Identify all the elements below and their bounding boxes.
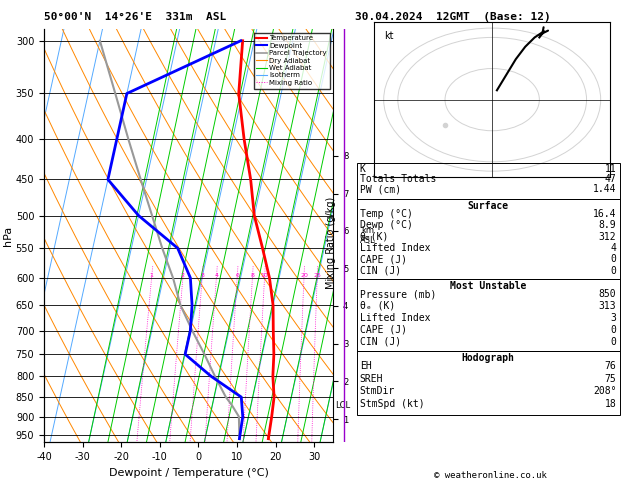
Text: 16.4: 16.4	[593, 209, 616, 219]
Text: © weatheronline.co.uk: © weatheronline.co.uk	[434, 471, 547, 480]
Text: Surface: Surface	[467, 201, 509, 210]
Text: 10: 10	[260, 273, 269, 278]
Text: Lifted Index: Lifted Index	[360, 313, 430, 323]
Text: kt: kt	[384, 31, 393, 41]
Text: 3: 3	[611, 313, 616, 323]
Text: 313: 313	[599, 301, 616, 311]
Text: SREH: SREH	[360, 374, 383, 384]
X-axis label: Dewpoint / Temperature (°C): Dewpoint / Temperature (°C)	[109, 468, 269, 478]
Text: 8: 8	[250, 273, 254, 278]
Text: 208°: 208°	[593, 386, 616, 397]
Text: CIN (J): CIN (J)	[360, 337, 401, 347]
Text: 20: 20	[300, 273, 308, 278]
Text: 75: 75	[604, 374, 616, 384]
Text: 0: 0	[611, 337, 616, 347]
Text: 1.44: 1.44	[593, 184, 616, 194]
Text: 4: 4	[611, 243, 616, 253]
Text: Pressure (mb): Pressure (mb)	[360, 289, 436, 299]
Text: 850: 850	[599, 289, 616, 299]
Text: Dewp (°C): Dewp (°C)	[360, 220, 413, 230]
Bar	[357, 163, 620, 199]
Text: 2: 2	[181, 273, 185, 278]
Text: StmDir: StmDir	[360, 386, 395, 397]
Text: 0: 0	[611, 265, 616, 276]
Text: 0: 0	[611, 254, 616, 264]
Text: 1: 1	[150, 273, 153, 278]
Text: Lifted Index: Lifted Index	[360, 243, 430, 253]
Text: 3: 3	[200, 273, 204, 278]
Text: 312: 312	[599, 231, 616, 242]
Text: 18: 18	[604, 399, 616, 409]
Bar	[357, 351, 620, 415]
Text: Hodograph: Hodograph	[462, 353, 515, 363]
Text: Temp (°C): Temp (°C)	[360, 209, 413, 219]
Text: K: K	[360, 164, 365, 174]
Text: PW (cm): PW (cm)	[360, 184, 401, 194]
Text: Most Unstable: Most Unstable	[450, 281, 526, 291]
Text: 76: 76	[604, 361, 616, 371]
Text: 8.9: 8.9	[599, 220, 616, 230]
Text: 6: 6	[235, 273, 239, 278]
Text: Totals Totals: Totals Totals	[360, 174, 436, 184]
Text: θₑ (K): θₑ (K)	[360, 301, 395, 311]
Bar	[357, 199, 620, 279]
Text: EH: EH	[360, 361, 372, 371]
Text: 47: 47	[604, 174, 616, 184]
Text: LCL: LCL	[335, 400, 350, 410]
Text: 25: 25	[313, 273, 321, 278]
Text: CIN (J): CIN (J)	[360, 265, 401, 276]
Y-axis label: hPa: hPa	[3, 226, 13, 246]
Text: 50°00'N  14°26'E  331m  ASL: 50°00'N 14°26'E 331m ASL	[44, 12, 226, 22]
Legend: Temperature, Dewpoint, Parcel Trajectory, Dry Adiabat, Wet Adiabat, Isotherm, Mi: Temperature, Dewpoint, Parcel Trajectory…	[253, 33, 330, 88]
Text: 30.04.2024  12GMT  (Base: 12): 30.04.2024 12GMT (Base: 12)	[355, 12, 551, 22]
Text: CAPE (J): CAPE (J)	[360, 254, 407, 264]
Bar	[357, 279, 620, 351]
Text: 4: 4	[214, 273, 218, 278]
Text: 0: 0	[611, 325, 616, 335]
Text: 11: 11	[604, 164, 616, 174]
Text: Mixing Ratio (g/kg): Mixing Ratio (g/kg)	[326, 197, 337, 289]
Y-axis label: km
ASL: km ASL	[360, 226, 376, 245]
Text: CAPE (J): CAPE (J)	[360, 325, 407, 335]
Text: StmSpd (kt): StmSpd (kt)	[360, 399, 425, 409]
Text: θₑ(K): θₑ(K)	[360, 231, 389, 242]
